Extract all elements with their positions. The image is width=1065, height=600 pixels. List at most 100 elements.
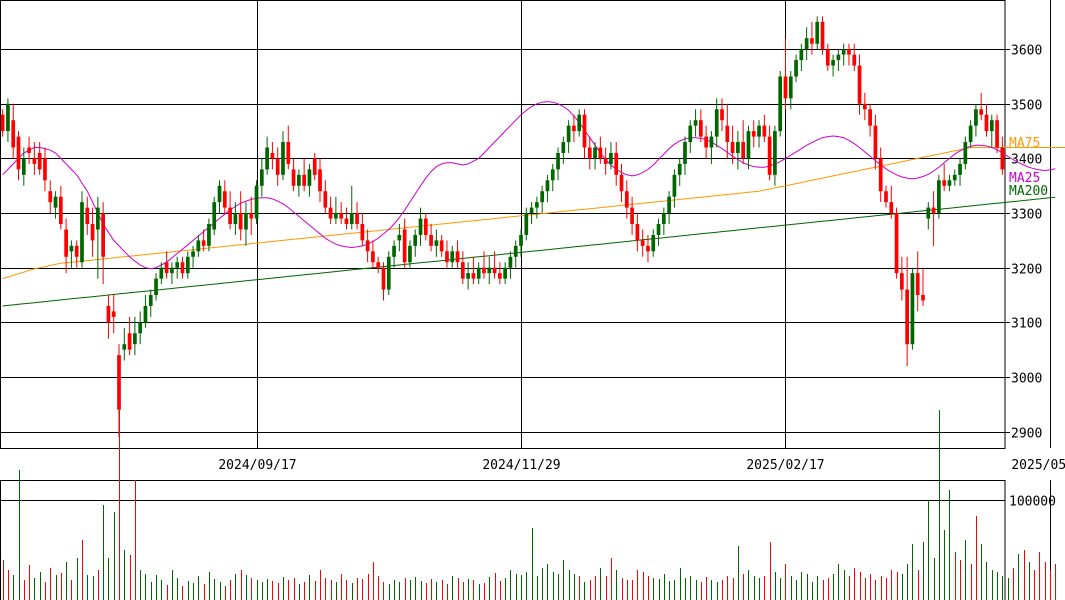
candle-body	[661, 213, 666, 224]
candle	[122, 327, 127, 361]
candle	[365, 229, 370, 263]
candle-body	[423, 218, 428, 235]
candle	[942, 163, 947, 192]
candle-body	[53, 196, 58, 208]
candle	[995, 114, 999, 153]
candle	[984, 103, 989, 137]
candle	[751, 120, 756, 148]
candle-body	[820, 21, 825, 50]
volume-panel: 100000	[0, 410, 1056, 600]
candle-body	[80, 202, 84, 263]
candle-body	[931, 207, 936, 214]
candle	[524, 207, 529, 241]
candle	[328, 196, 333, 224]
candle-body	[725, 125, 730, 143]
candle	[661, 207, 666, 235]
candle	[699, 109, 703, 143]
candle-body	[640, 240, 645, 246]
candle	[952, 169, 957, 186]
candle	[915, 251, 920, 312]
candle	[773, 125, 777, 186]
candle-body	[386, 256, 391, 290]
candle-body	[884, 191, 888, 203]
candle	[989, 114, 994, 148]
candle	[714, 98, 719, 148]
candle-body	[175, 262, 180, 268]
candle-body	[397, 234, 402, 241]
candle	[810, 21, 814, 55]
candle	[170, 262, 174, 285]
candle	[709, 131, 714, 164]
candle	[212, 196, 217, 235]
candle	[318, 158, 322, 203]
candle	[191, 245, 195, 268]
candle-body	[64, 229, 68, 257]
candle	[217, 180, 222, 214]
candle	[968, 120, 973, 148]
candle	[688, 120, 693, 153]
candle	[651, 229, 656, 257]
candle-body	[905, 289, 909, 345]
candle	[889, 185, 894, 219]
candle-body	[191, 251, 195, 257]
x-tick-label: 2025/05/01	[1011, 458, 1065, 473]
candle-body	[762, 125, 767, 137]
candle-body	[942, 180, 947, 186]
candle	[323, 180, 328, 214]
candle	[164, 251, 169, 279]
candle-body	[926, 207, 931, 219]
candle-body	[297, 174, 301, 186]
candle	[884, 185, 888, 208]
candle-body	[429, 234, 433, 246]
candle-body	[799, 49, 804, 61]
candle-body	[788, 76, 793, 99]
candle-body	[217, 185, 222, 203]
candle-body	[312, 158, 317, 175]
candle-body	[328, 207, 333, 219]
candle	[704, 125, 708, 159]
candle-body	[439, 240, 444, 252]
candle	[974, 103, 978, 137]
candle-body	[413, 234, 418, 246]
candle	[58, 185, 63, 230]
candle	[69, 240, 74, 268]
candle	[180, 256, 185, 279]
candle	[820, 16, 825, 55]
candle	[603, 147, 608, 175]
candle-body	[476, 267, 481, 279]
candle	[492, 251, 497, 279]
candle	[185, 251, 190, 279]
candle-body	[460, 262, 465, 279]
candle-body	[614, 152, 619, 175]
candle-body	[323, 191, 328, 208]
candle-body	[122, 344, 127, 350]
candle	[244, 202, 248, 246]
candle-body	[159, 267, 164, 279]
candle	[624, 180, 629, 219]
candle-body	[810, 38, 814, 44]
candle-body	[825, 49, 830, 66]
candle	[344, 207, 349, 230]
candle	[90, 207, 95, 257]
candle	[931, 191, 936, 246]
candle-body	[714, 109, 719, 137]
candle-body	[651, 234, 656, 252]
ma200-line	[2, 196, 1056, 307]
candle	[799, 43, 804, 72]
price-panel: 2900 3000 3100 3200 3300 3400 3500 3600 2024/09/…	[0, 0, 1065, 473]
candle	[635, 213, 640, 252]
candle-body	[852, 54, 857, 66]
candle-body	[757, 125, 761, 137]
candle-body	[207, 224, 211, 246]
candle-body	[365, 240, 370, 252]
candle-body	[900, 273, 904, 290]
candle-body	[238, 213, 243, 230]
candle-body	[751, 131, 756, 137]
candle-body	[699, 120, 703, 137]
candle-body	[196, 240, 201, 252]
candle-body	[27, 147, 31, 153]
candle	[43, 147, 47, 192]
candle-body	[101, 213, 105, 257]
candle	[979, 92, 984, 121]
candle	[656, 218, 661, 246]
